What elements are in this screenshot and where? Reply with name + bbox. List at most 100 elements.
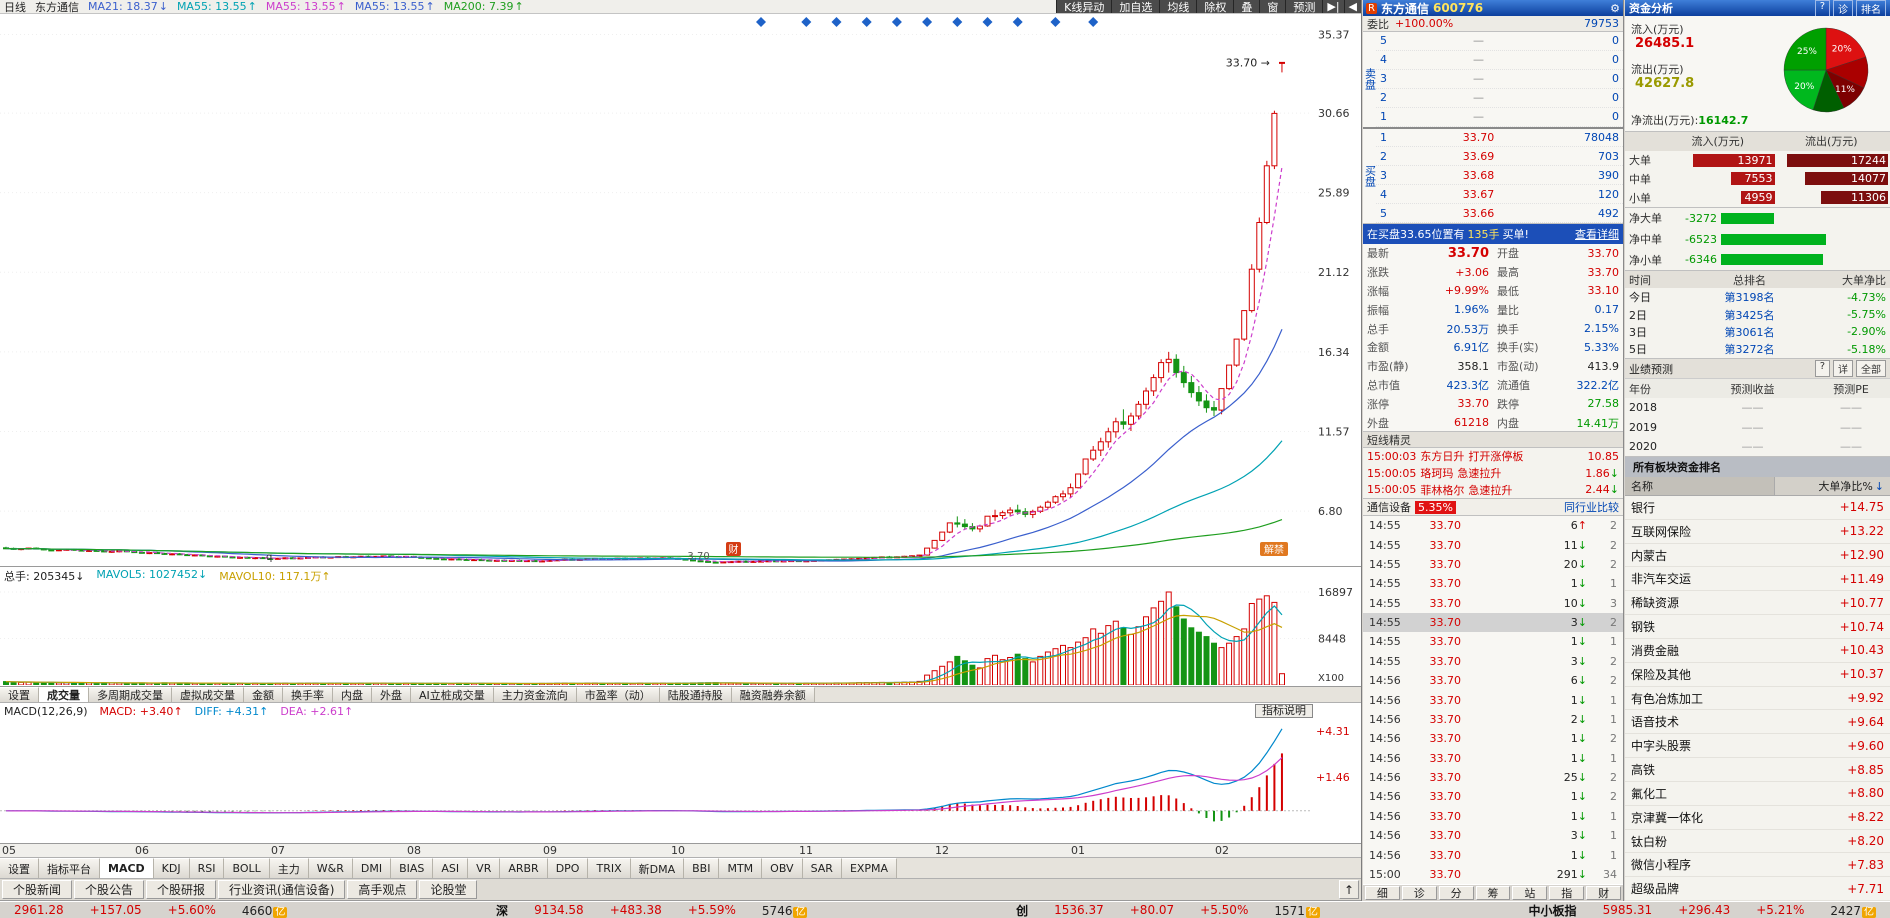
tab-内盘[interactable]: 内盘 bbox=[333, 687, 372, 702]
view-detail-link[interactable]: 查看详细 bbox=[1575, 228, 1619, 241]
industry-compare-link[interactable]: 同行业比较 bbox=[1564, 501, 1619, 514]
shortline-title[interactable]: 短线精灵 bbox=[1363, 432, 1623, 448]
kline-pane[interactable]: 35.37 30.66 25.89 21.12 16.34 11.57 6.80 33.70 … bbox=[0, 14, 1361, 567]
tick-row[interactable]: 14:55 33.70 1↓ 1 bbox=[1369, 577, 1617, 591]
tab-市盈率（动）[interactable]: 市盈率（动） bbox=[576, 687, 660, 702]
sector-row[interactable]: 超级品牌 +7.71 bbox=[1625, 877, 1890, 902]
topbar-button-窗[interactable]: 窗 bbox=[1259, 0, 1286, 14]
topbar-button-K线异动[interactable]: K线异动 bbox=[1056, 0, 1112, 14]
tab-换手率[interactable]: 换手率 bbox=[283, 687, 333, 702]
sector-row[interactable]: 氟化工 +8.80 bbox=[1625, 782, 1890, 806]
bid-row[interactable]: 1 33.70 78048 bbox=[1376, 129, 1623, 148]
mini-tab-诊[interactable]: 诊 bbox=[1401, 886, 1437, 900]
tick-row[interactable]: 14:55 33.70 1↓ 1 bbox=[1369, 635, 1617, 649]
shortline-row[interactable]: 15:00:05 菲林格尔 急速拉升 2.44↓ bbox=[1367, 483, 1619, 497]
bid-row[interactable]: 2 33.69 703 bbox=[1376, 147, 1623, 167]
mini-tab-站[interactable]: 站 bbox=[1512, 886, 1548, 900]
ask-row[interactable]: 4—0 bbox=[1376, 51, 1623, 70]
tab-OBV[interactable]: OBV bbox=[762, 858, 803, 878]
bid-row[interactable]: 4 33.67 120 bbox=[1376, 185, 1623, 205]
tab-主力[interactable]: 主力 bbox=[269, 858, 309, 878]
tab-新DMA[interactable]: 新DMA bbox=[630, 858, 685, 878]
sector-row[interactable]: 消费金融 +10.43 bbox=[1625, 639, 1890, 663]
sector-row[interactable]: 语音技术 +9.64 bbox=[1625, 710, 1890, 735]
index-group[interactable]: 2961.28 +157.05 +5.60% 4660 亿 bbox=[14, 903, 288, 918]
ask-row[interactable]: 3—0 bbox=[1376, 70, 1623, 89]
news-tab-行业资讯(通信设备)[interactable]: 行业资讯(通信设备) bbox=[218, 880, 346, 899]
tab-ARBR[interactable]: ARBR bbox=[500, 858, 548, 878]
period-label[interactable]: 日线 bbox=[4, 0, 26, 14]
forecast-button-详[interactable]: 详 bbox=[1833, 360, 1853, 377]
news-tab-论股堂[interactable]: 论股堂 bbox=[419, 880, 478, 899]
topbar-button-叠[interactable]: 叠 bbox=[1233, 0, 1260, 14]
news-tab-高手观点[interactable]: 高手观点 bbox=[347, 880, 418, 899]
tab-金额[interactable]: 金额 bbox=[244, 687, 283, 702]
sector-row[interactable]: 内蒙古 +12.90 bbox=[1625, 544, 1890, 568]
forecast-button-?[interactable]: ? bbox=[1814, 360, 1830, 377]
sector-value-header[interactable]: 大单净比% ↓ bbox=[1818, 479, 1884, 494]
tick-row[interactable]: 14:56 33.70 1↓ 1 bbox=[1369, 693, 1617, 707]
mini-tab-财[interactable]: 财 bbox=[1586, 886, 1622, 900]
volume-chart[interactable]: 16897 8448 X100 bbox=[0, 567, 1362, 686]
volume-pane[interactable]: 16897 8448 X100 总手: 205345↓ MAVOL5: 1027452… bbox=[0, 567, 1361, 687]
tab-多周期成交量[interactable]: 多周期成交量 bbox=[89, 687, 172, 702]
topbar-button-均线[interactable]: 均线 bbox=[1159, 0, 1197, 14]
tab-TRIX[interactable]: TRIX bbox=[588, 858, 631, 878]
shortline-row[interactable]: 15:00:05 珞珂玛 急速拉升 1.86↓ bbox=[1367, 466, 1619, 481]
topbar-button-除权[interactable]: 除权 bbox=[1196, 0, 1234, 14]
tick-row[interactable]: 14:55 33.70 6↑ 2 bbox=[1369, 519, 1617, 533]
tab-融资融券余额[interactable]: 融资融券余额 bbox=[731, 687, 815, 702]
sector-row[interactable]: 微信小程序 +7.83 bbox=[1625, 853, 1890, 878]
sector-row[interactable]: 钢铁 +10.74 bbox=[1625, 615, 1890, 639]
tab-BOLL[interactable]: BOLL bbox=[224, 858, 270, 878]
sector-row[interactable]: 有色冶炼加工 +9.92 bbox=[1625, 687, 1890, 711]
index-group[interactable]: 深 9134.58 +483.38 +5.59% 5746 亿 bbox=[496, 903, 808, 918]
tick-row[interactable]: 14:56 33.70 3↓ 1 bbox=[1369, 829, 1617, 843]
sector-row[interactable]: 中字头股票 +9.60 bbox=[1625, 734, 1890, 759]
topbar-icon-button[interactable]: ◀ bbox=[1343, 0, 1361, 13]
tab-MACD[interactable]: MACD bbox=[100, 858, 154, 878]
tick-row[interactable]: 14:55 33.70 20↓ 2 bbox=[1369, 557, 1617, 571]
topbar-button-加自选[interactable]: 加自选 bbox=[1111, 0, 1160, 14]
sector-row[interactable]: 钛白粉 +8.20 bbox=[1625, 830, 1890, 854]
collapse-arrow-icon[interactable]: ↑ bbox=[1339, 880, 1359, 899]
tab-设置[interactable]: 设置 bbox=[0, 687, 39, 702]
sector-row[interactable]: 稀缺资源 +10.77 bbox=[1625, 591, 1890, 616]
tick-row[interactable]: 14:56 33.70 1↓ 1 bbox=[1369, 751, 1617, 765]
sector-row[interactable]: 保险及其他 +10.37 bbox=[1625, 663, 1890, 687]
indicator-help-button[interactable]: 指标说明 bbox=[1255, 704, 1313, 718]
bid-row[interactable]: 5 33.66 492 bbox=[1376, 204, 1623, 224]
tick-row[interactable]: 14:55 33.70 3↓ 2 bbox=[1363, 612, 1623, 633]
topbar-icon-button[interactable]: ▶| bbox=[1322, 0, 1344, 13]
mini-tab-筹[interactable]: 筹 bbox=[1475, 886, 1511, 900]
tab-RSI[interactable]: RSI bbox=[189, 858, 225, 878]
tab-指标平台[interactable]: 指标平台 bbox=[39, 858, 100, 878]
tab-VR[interactable]: VR bbox=[468, 858, 501, 878]
tab-EXPMA[interactable]: EXPMA bbox=[841, 858, 898, 878]
index-group[interactable]: 创 1536.37 +80.07 +5.50% 1571 亿 bbox=[1016, 903, 1320, 918]
tab-主力资金流向[interactable]: 主力资金流向 bbox=[493, 687, 577, 702]
index-group[interactable]: 中小板指 5985.31 +296.43 +5.21% 2427 亿 bbox=[1528, 903, 1876, 918]
tick-row[interactable]: 14:56 33.70 1↓ 2 bbox=[1369, 790, 1617, 804]
tab-W&R[interactable]: W&R bbox=[308, 858, 353, 878]
sector-name-header[interactable]: 名称 bbox=[1625, 477, 1775, 495]
tab-BBI[interactable]: BBI bbox=[684, 858, 720, 878]
mini-tab-分[interactable]: 分 bbox=[1438, 886, 1474, 900]
tick-row[interactable]: 14:55 33.70 10↓ 3 bbox=[1369, 596, 1617, 610]
forecast-button-全部[interactable]: 全部 bbox=[1856, 360, 1886, 377]
tick-row[interactable]: 14:56 33.70 2↓ 1 bbox=[1369, 712, 1617, 726]
news-tab-个股新闻[interactable]: 个股新闻 bbox=[2, 880, 73, 899]
tab-设置[interactable]: 设置 bbox=[0, 858, 39, 878]
tick-row[interactable]: 14:56 33.70 25↓ 2 bbox=[1369, 771, 1617, 785]
mini-tab-细[interactable]: 细 bbox=[1365, 886, 1400, 900]
fund-top-button-排名[interactable]: 排名 bbox=[1856, 0, 1886, 17]
macd-pane[interactable]: MACD(12,26,9) MACD: +3.40↑ DIFF: +4.31↑ DEA… bbox=[0, 703, 1361, 844]
topbar-button-预测[interactable]: 预测 bbox=[1285, 0, 1323, 14]
ask-row[interactable]: 2—0 bbox=[1376, 89, 1623, 108]
tick-row[interactable]: 14:55 33.70 11↓ 2 bbox=[1369, 538, 1617, 552]
tab-虚拟成交量[interactable]: 虚拟成交量 bbox=[172, 687, 244, 702]
tab-ASI[interactable]: ASI bbox=[433, 858, 469, 878]
tab-成交量[interactable]: 成交量 bbox=[39, 687, 89, 702]
tab-KDJ[interactable]: KDJ bbox=[153, 858, 190, 878]
tick-row[interactable]: 14:56 33.70 1↓ 1 bbox=[1369, 848, 1617, 862]
